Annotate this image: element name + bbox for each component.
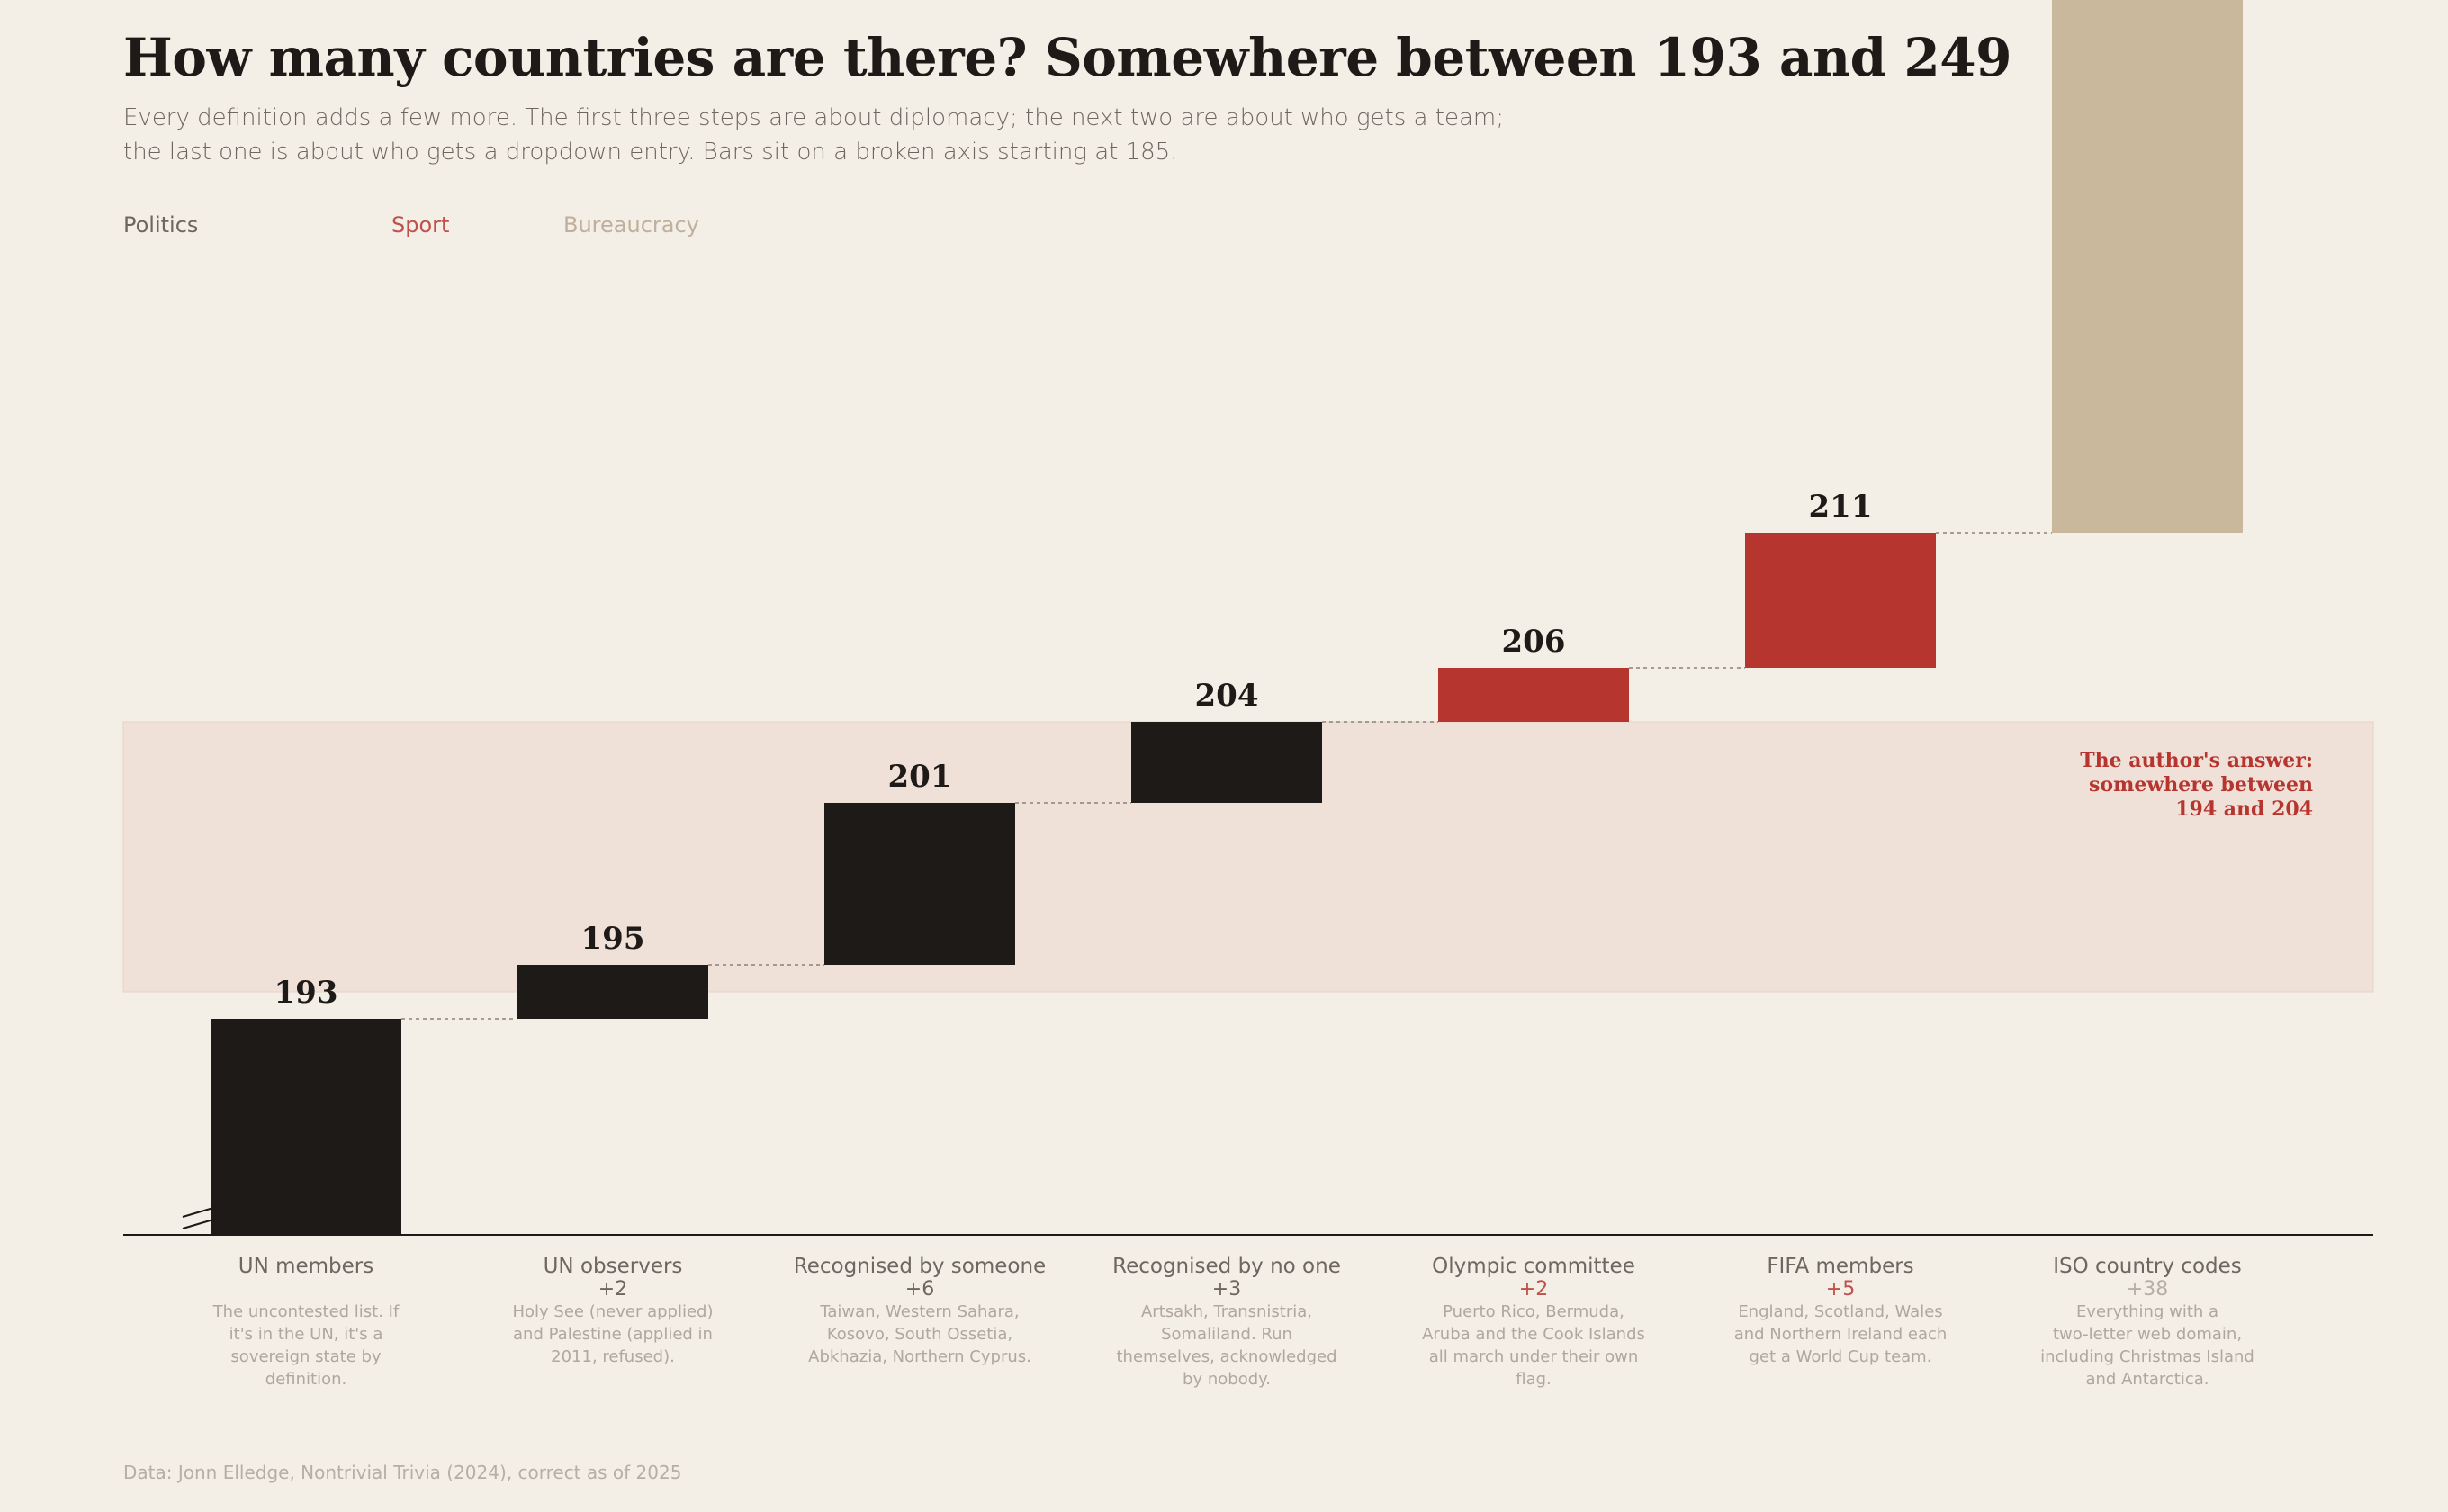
value-label: 193	[274, 975, 338, 1011]
category-label: UN members	[238, 1255, 374, 1278]
bar-fifa-members	[1745, 533, 1936, 668]
bar-olympic-committee	[1438, 668, 1629, 722]
category-note-line: and Northern Ireland each	[1734, 1325, 1948, 1344]
category-label: UN observers	[544, 1255, 683, 1278]
connector-lines	[401, 532, 2052, 1020]
category-note-line: Puerto Rico, Bermuda,	[1443, 1302, 1624, 1321]
category-note-line: by nobody.	[1183, 1370, 1271, 1389]
axis-break-stroke	[182, 1219, 214, 1229]
answer-band-label-line: The author's answer:	[2080, 749, 2313, 772]
category-note-line: flag.	[1516, 1370, 1552, 1389]
value-label: 206	[1502, 624, 1566, 660]
category-label: Recognised by no one	[1112, 1255, 1341, 1278]
increment-label: +3	[1212, 1278, 1241, 1300]
category-note-line: get a World Cup team.	[1750, 1347, 1932, 1366]
value-label: 204	[1195, 678, 1259, 714]
subtitle-line-1: Every definition adds a few more. The fi…	[123, 104, 1504, 131]
category-note-line: sovereign state by	[230, 1347, 381, 1366]
category-label: FIFA members	[1767, 1255, 1913, 1278]
category-note-line: Kosovo, South Ossetia,	[827, 1325, 1012, 1344]
category-note: Everything with a two-letter web domain, i…	[2040, 1302, 2254, 1389]
category-label: Olympic committee	[1432, 1255, 1635, 1278]
increment-label: +38	[2127, 1278, 2168, 1300]
answer-band-label: The author's answer: somewhere between 194…	[2080, 749, 2313, 821]
category-note-line: including Christmas Island	[2040, 1347, 2254, 1366]
bar-iso-country-codes	[2052, 0, 2243, 533]
bar-un-members	[211, 1019, 401, 1235]
category-note-line: England, Scotland, Wales	[1738, 1302, 1942, 1321]
category-note: Taiwan, Western Sahara, Kosovo, South Oss…	[808, 1302, 1031, 1366]
category-note: Puerto Rico, Bermuda, Aruba and the Cook …	[1422, 1302, 1645, 1389]
increment-label: +2	[598, 1278, 627, 1300]
category-label: Recognised by someone	[794, 1255, 1046, 1278]
category-note-line: and Antarctica.	[2085, 1370, 2209, 1389]
data-source: Data: Jonn Elledge, Nontrivial Trivia (2…	[123, 1462, 682, 1483]
category-note-line: Holy See (never applied)	[513, 1302, 714, 1321]
legend-item-politics: Politics	[123, 212, 199, 238]
value-labels: 193195201204206211249	[274, 489, 1873, 1011]
category-note-line: Artsakh, Transnistria,	[1141, 1302, 1312, 1321]
category-note-line: 2011, refused).	[551, 1347, 675, 1366]
legend-item-sport: Sport	[392, 212, 450, 238]
bar-recognised-by-no-one	[1131, 722, 1322, 803]
category-note-line: Abkhazia, Northern Cyprus.	[808, 1347, 1031, 1366]
category-note-line: Somaliland. Run	[1161, 1325, 1292, 1344]
category-note-line: and Palestine (applied in	[513, 1325, 713, 1344]
chart-title: How many countries are there? Somewhere …	[123, 27, 2012, 88]
category-note: Artsakh, Transnistria, Somaliland. Run the…	[1117, 1302, 1337, 1389]
subtitle-line-2: the last one is about who gets a dropdow…	[123, 139, 1178, 166]
bar-recognised-by-someone	[824, 803, 1015, 965]
value-label: 201	[888, 759, 952, 795]
category-note-line: all march under their own	[1429, 1347, 1639, 1366]
increment-label: +2	[1519, 1278, 1548, 1300]
category-note-line: Aruba and the Cook Islands	[1422, 1325, 1645, 1344]
category-note: Holy See (never applied) and Palestine (a…	[513, 1302, 714, 1366]
category-note-line: definition.	[266, 1370, 346, 1389]
value-label: 211	[1809, 489, 1873, 525]
category-note-line: two-letter web domain,	[2053, 1325, 2242, 1344]
category-note-line: it's in the UN, it's a	[230, 1325, 383, 1344]
answer-band-label-line: 194 and 204	[2175, 797, 2313, 821]
legend-item-bureaucracy: Bureaucracy	[563, 212, 699, 238]
axis-break-mark	[182, 1207, 214, 1229]
category-note-line: Everything with a	[2076, 1302, 2218, 1321]
category-note: England, Scotland, Wales and Northern Ire…	[1734, 1302, 1948, 1366]
increment-label: +5	[1826, 1278, 1855, 1300]
bar-un-observers	[518, 965, 708, 1019]
chart-subtitle: Every definition adds a few more. The fi…	[123, 101, 1563, 169]
axis-break-stroke	[182, 1207, 214, 1218]
category-note-line: The uncontested list. If	[212, 1302, 400, 1321]
category-note-line: Taiwan, Western Sahara,	[819, 1302, 1019, 1321]
category-label: ISO country codes	[2053, 1255, 2242, 1278]
category-labels: UN members The uncontested list. If it's i…	[212, 1255, 2254, 1389]
bars	[211, 0, 2243, 1235]
value-label: 195	[581, 921, 645, 957]
increment-label: +6	[905, 1278, 934, 1300]
category-note-line: themselves, acknowledged	[1117, 1347, 1337, 1366]
category-note: The uncontested list. If it's in the UN, …	[212, 1302, 400, 1389]
answer-band-label-line: somewhere between	[2089, 773, 2313, 796]
